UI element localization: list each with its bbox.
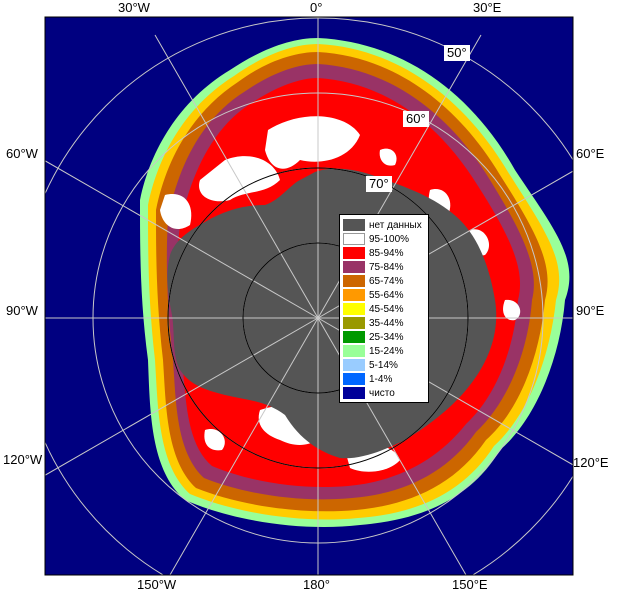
legend-label: 75-84% bbox=[369, 261, 404, 273]
legend-label: 1-4% bbox=[369, 373, 393, 385]
lon-label-top-30e: 30°E bbox=[473, 0, 502, 15]
legend-label: нет данных bbox=[369, 219, 422, 231]
legend-item: 45-54% bbox=[343, 303, 403, 315]
legend-item: 55-64% bbox=[343, 289, 403, 301]
lon-label-bottom-150w: 150°W bbox=[137, 577, 177, 592]
legend: нет данных 95-100% 85-94% 75-84% 65-74% … bbox=[339, 214, 429, 403]
legend-item: 35-44% bbox=[343, 317, 403, 329]
legend-swatch bbox=[343, 345, 365, 357]
legend-label: 45-54% bbox=[369, 303, 404, 315]
legend-swatch bbox=[343, 303, 365, 315]
lat-label-60: 60° bbox=[403, 111, 429, 127]
legend-label: 15-24% bbox=[369, 345, 404, 357]
legend-swatch bbox=[343, 233, 365, 245]
legend-swatch bbox=[343, 359, 365, 371]
legend-item: 5-14% bbox=[343, 359, 398, 371]
legend-label: 65-74% bbox=[369, 275, 404, 287]
legend-item: нет данных bbox=[343, 219, 422, 231]
legend-label: 55-64% bbox=[369, 289, 404, 301]
legend-label: 35-44% bbox=[369, 317, 404, 329]
legend-item: 75-84% bbox=[343, 261, 403, 273]
legend-item: 85-94% bbox=[343, 247, 403, 259]
lon-label-right-120e: 120°E bbox=[573, 455, 609, 470]
legend-swatch bbox=[343, 275, 365, 287]
legend-swatch bbox=[343, 331, 365, 343]
legend-label: 95-100% bbox=[369, 233, 410, 245]
lon-label-top-30w: 30°W bbox=[118, 0, 150, 15]
lat-label-70: 70° bbox=[366, 176, 392, 192]
lon-label-left-90w: 90°W bbox=[6, 303, 38, 318]
lon-label-left-60w: 60°W bbox=[6, 146, 38, 161]
legend-item: 1-4% bbox=[343, 373, 392, 385]
legend-swatch bbox=[343, 387, 365, 399]
legend-item: чисто bbox=[343, 387, 395, 399]
legend-swatch bbox=[343, 373, 365, 385]
lon-label-top-0: 0° bbox=[310, 0, 323, 15]
map-border bbox=[44, 16, 574, 576]
legend-swatch bbox=[343, 247, 365, 259]
legend-swatch bbox=[343, 317, 365, 329]
lon-label-left-120w: 120°W bbox=[3, 452, 43, 467]
legend-item: 65-74% bbox=[343, 275, 403, 287]
legend-item: 15-24% bbox=[343, 345, 403, 357]
legend-swatch bbox=[343, 261, 365, 273]
legend-item: 95-100% bbox=[343, 233, 409, 245]
legend-label: чисто bbox=[369, 387, 395, 399]
lat-label-50: 50° bbox=[444, 45, 470, 61]
lon-label-right-90e: 90°E bbox=[576, 303, 605, 318]
legend-label: 5-14% bbox=[369, 359, 398, 371]
legend-label: 25-34% bbox=[369, 331, 404, 343]
lon-label-bottom-150e: 150°E bbox=[452, 577, 488, 592]
lon-label-bottom-180: 180° bbox=[303, 577, 330, 592]
legend-item: 25-34% bbox=[343, 331, 403, 343]
legend-swatch bbox=[343, 219, 365, 231]
lon-label-right-60e: 60°E bbox=[576, 146, 605, 161]
legend-label: 85-94% bbox=[369, 247, 404, 259]
legend-swatch bbox=[343, 289, 365, 301]
